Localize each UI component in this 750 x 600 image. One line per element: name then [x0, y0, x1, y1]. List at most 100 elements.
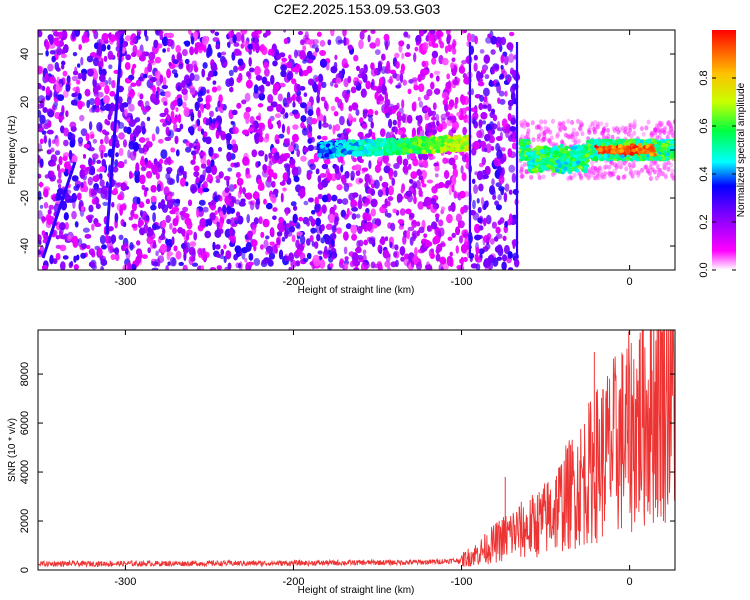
noise-speck: [46, 129, 54, 135]
noise-speck: [205, 136, 212, 145]
noise-speck: [133, 142, 139, 152]
noise-speck: [162, 122, 168, 127]
noise-speck: [267, 118, 272, 128]
noise-speck: [159, 118, 167, 123]
noise-speck: [152, 212, 157, 223]
noise-speck: [243, 111, 250, 120]
noise-speck: [395, 61, 400, 69]
noise-speck: [223, 175, 231, 181]
noise-speck: [334, 216, 340, 222]
noise-speck: [59, 222, 66, 231]
noise-speck: [272, 207, 278, 212]
noise-speck: [172, 227, 177, 234]
noise-speck: [185, 232, 190, 241]
noise-speck: [76, 79, 81, 85]
noise-speck: [85, 133, 90, 142]
noise-speck: [248, 49, 252, 55]
noise-speck: [308, 78, 314, 86]
noise-speck: [99, 179, 105, 187]
noise-speck: [161, 84, 168, 90]
noise-speck: [138, 219, 144, 227]
noise-speck: [306, 252, 312, 260]
noise-speck: [162, 228, 166, 235]
noise-speck: [377, 96, 385, 101]
noise-speck: [355, 170, 361, 176]
noise-speck: [318, 73, 323, 83]
noise-speck: [416, 127, 420, 135]
noise-speck: [103, 153, 108, 158]
noise-speck: [246, 214, 250, 224]
noise-speck: [367, 34, 371, 43]
noise-speck: [312, 39, 319, 45]
noise-speck: [416, 230, 420, 237]
noise-speck: [163, 186, 170, 196]
noise-speck: [292, 213, 298, 224]
noise-speck: [90, 134, 95, 139]
noise-speck: [177, 53, 182, 62]
noise-speck: [231, 109, 238, 115]
noise-speck: [508, 267, 514, 270]
noise-speck: [39, 114, 46, 125]
noise-speck: [307, 144, 314, 152]
noise-speck: [216, 124, 222, 133]
noise-speck: [339, 102, 344, 112]
noise-speck: [422, 159, 428, 168]
noise-speck: [427, 107, 432, 118]
noise-speck: [39, 204, 44, 209]
noise-speck: [128, 216, 134, 221]
noise-speck: [409, 236, 414, 246]
noise-speck: [480, 112, 488, 120]
noise-speck: [285, 208, 289, 216]
noise-speck: [315, 217, 321, 227]
noise-speck: [172, 100, 178, 107]
noise-speck: [260, 244, 264, 250]
noise-speck: [503, 55, 509, 66]
noise-speck: [117, 161, 125, 169]
noise-speck: [189, 142, 194, 149]
noise-speck: [434, 173, 439, 178]
noise-speck: [128, 74, 135, 81]
noise-speck: [278, 222, 286, 233]
noise-speck: [228, 69, 234, 77]
noise-speck: [170, 147, 175, 153]
noise-speck: [146, 116, 151, 122]
noise-speck: [100, 139, 104, 145]
noise-speck: [344, 93, 349, 103]
noise-speck: [414, 247, 418, 257]
noise-speck: [458, 65, 465, 74]
noise-speck: [286, 125, 291, 135]
noise-speck: [70, 260, 74, 268]
noise-speck: [165, 215, 171, 223]
noise-speck: [155, 172, 160, 180]
noise-speck: [483, 54, 490, 64]
noise-speck: [194, 66, 199, 73]
noise-speck: [242, 187, 246, 195]
noise-speck: [135, 125, 142, 134]
noise-speck: [189, 85, 196, 96]
noise-speck: [171, 236, 175, 245]
noise-speck: [99, 81, 106, 87]
noise-speck: [139, 209, 144, 217]
noise-speck: [194, 101, 200, 112]
noise-speck: [96, 122, 103, 132]
noise-speck: [321, 204, 327, 214]
noise-speck: [499, 73, 504, 80]
noise-speck: [385, 40, 389, 51]
noise-speck: [190, 159, 196, 165]
noise-speck: [101, 43, 107, 52]
noise-speck: [302, 146, 309, 153]
noise-speck: [248, 253, 254, 261]
noise-speck: [165, 157, 172, 163]
noise-speck: [370, 67, 378, 77]
noise-speck: [477, 207, 482, 214]
noise-speck: [401, 113, 406, 124]
noise-speck: [368, 128, 373, 136]
noise-speck: [240, 30, 248, 35]
noise-speck: [71, 154, 78, 163]
noise-speck: [164, 90, 171, 98]
noise-speck: [177, 85, 181, 92]
noise-speck: [489, 238, 495, 245]
noise-speck: [84, 233, 92, 239]
noise-speck: [267, 94, 274, 104]
noise-speck: [501, 147, 506, 152]
